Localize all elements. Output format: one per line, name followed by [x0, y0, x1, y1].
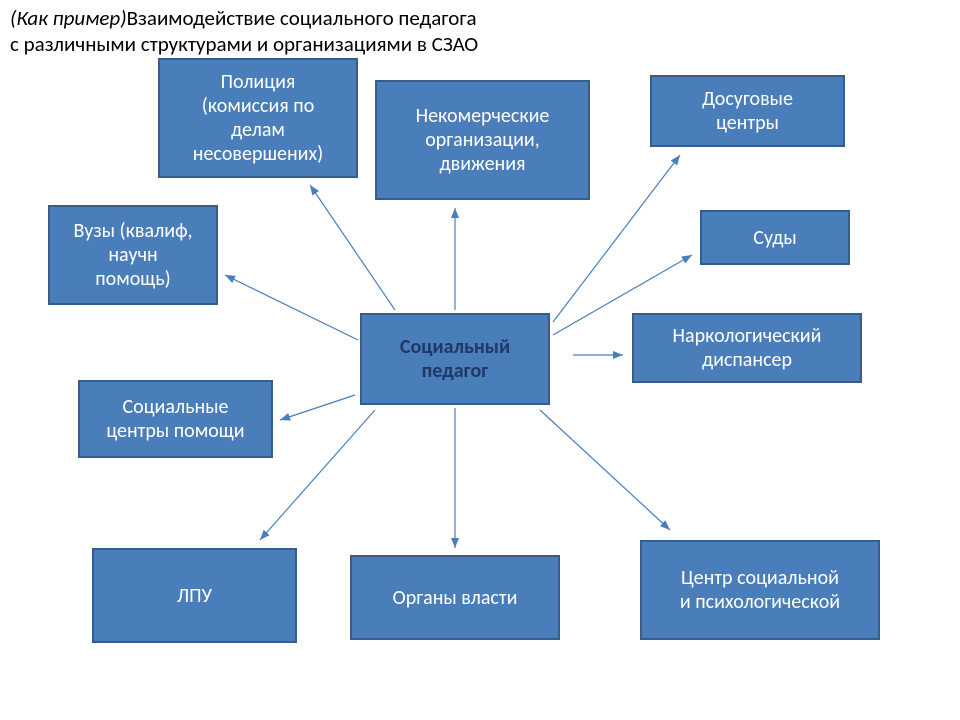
node-lpu-label: ЛПУ: [177, 584, 212, 608]
node-gov: Органы власти: [350, 555, 560, 640]
node-center-label: Социальныйпедагог: [400, 335, 510, 383]
node-psych-label: Центр социальнойи психологической: [680, 566, 840, 614]
node-police-label: Полиция(комиссия поделамнесовершених): [193, 70, 323, 166]
node-vuz: Вузы (квалиф,научнпомощь): [48, 205, 218, 305]
title-prefix: (Как пример): [10, 5, 127, 31]
node-gov-label: Органы власти: [393, 586, 518, 610]
node-vuz-label: Вузы (квалиф,научнпомощь): [73, 219, 192, 291]
node-leisure-label: Досуговыецентры: [702, 87, 793, 135]
node-leisure: Досуговыецентры: [650, 75, 845, 147]
node-courts: Суды: [700, 210, 850, 265]
node-narco-label: Наркологическийдиспансер: [673, 324, 822, 372]
node-psych: Центр социальнойи психологической: [640, 540, 880, 640]
node-nko: Некомерческиеорганизации,движения: [375, 80, 590, 200]
diagram-canvas: (Как пример)Взаимодействие социального п…: [0, 0, 960, 720]
node-social-label: Социальныецентры помощи: [106, 395, 244, 443]
node-nko-label: Некомерческиеорганизации,движения: [416, 104, 550, 176]
node-social: Социальныецентры помощи: [78, 380, 273, 458]
node-center: Социальныйпедагог: [360, 313, 550, 405]
node-police: Полиция(комиссия поделамнесовершених): [158, 58, 358, 178]
diagram-title: (Как пример)Взаимодействие социального п…: [10, 5, 478, 58]
node-narco: Наркологическийдиспансер: [632, 313, 862, 383]
node-lpu: ЛПУ: [92, 548, 297, 643]
node-courts-label: Суды: [753, 226, 796, 250]
